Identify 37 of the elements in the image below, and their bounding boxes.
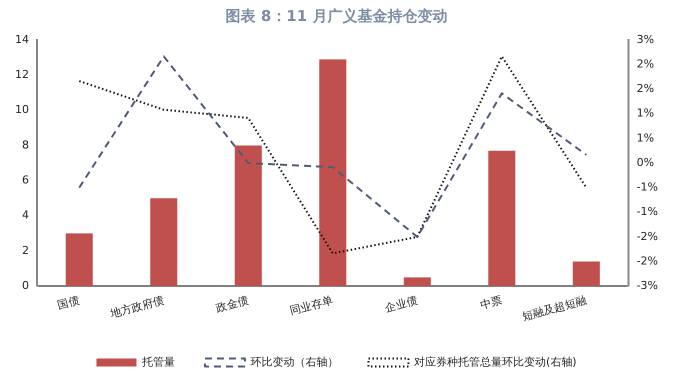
y2-tick-label: 3% [636,32,654,46]
y-tick-label: 6 [22,174,29,187]
y-tick-label: 0 [22,279,29,292]
y-tick-label: 4 [22,208,29,222]
y2-tick-label: 2% [636,57,654,70]
y2-tick-label: 2% [636,82,654,96]
y-tick-label: 8 [22,138,29,152]
y2-tick-label: 1% [636,131,654,144]
y2-tick-label: -2% [636,230,658,243]
bar [234,146,262,286]
bar [404,277,431,286]
x-tick-label: 同业存单 [288,294,334,318]
bar [66,233,93,286]
x-tick-label: 地方政府债 [108,294,166,321]
y2-tick-label: -1% [636,180,658,194]
bar [572,262,600,286]
x-tick-label: 国债 [56,294,81,312]
y2-tick-label: 0% [636,156,654,169]
x-tick-label: 中票 [478,294,504,312]
y-tick-label: 12 [14,68,29,82]
chart-title: 图表 8：11 月广义基金持仓变动 [226,6,448,25]
y-tick-label: 2 [22,244,29,257]
y2-tick-label: 1% [636,106,654,120]
bar [488,150,516,286]
legend-label: 托管量 [140,355,175,368]
legend-label: 环比变动（右轴） [250,355,338,368]
legend-label: 对应券种托管总量环比变动(右轴) [414,355,577,368]
y2-tick-label: -3% [636,279,658,292]
y2-tick-label: -2% [636,254,658,268]
y2-tick-label: -1% [636,205,658,218]
y-tick-label: 10 [14,103,29,116]
bar [319,59,346,286]
x-tick-label: 政金债 [214,294,250,315]
x-tick-label: 企业债 [384,294,419,315]
x-tick-label: 短融及超短融 [520,294,588,324]
bar [150,198,178,286]
y-tick-label: 14 [14,32,29,46]
